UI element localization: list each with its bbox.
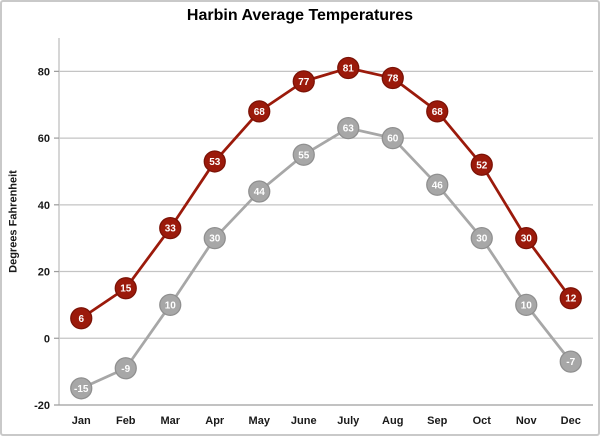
red-series-marker (248, 100, 271, 123)
red-series-line (80, 66, 572, 320)
red-series-marker (114, 277, 137, 300)
red-series-marker-label: 68 (254, 107, 266, 118)
y-tick-label: 80 (38, 66, 50, 78)
red-series-marker-label: 68 (432, 107, 444, 118)
chart-title: Harbin Average Temperatures (186, 7, 414, 24)
gray-series-marker-label: 30 (209, 234, 221, 245)
gray-series-marker (114, 357, 137, 380)
gray-series-marker-label: -7 (566, 357, 575, 368)
gray-series-marker-label: 63 (343, 124, 355, 135)
red-series-marker-label: 6 (78, 314, 84, 325)
y-tick-label: 40 (38, 200, 50, 212)
red-series-marker-label: 77 (298, 77, 310, 88)
x-tick-label: Oct (473, 415, 492, 427)
x-tick-label: Nov (516, 415, 538, 427)
red-series-marker-label: 33 (165, 224, 177, 235)
gray-series-marker (292, 143, 315, 166)
gray-series-marker-label: 44 (254, 187, 266, 198)
gray-series-marker (159, 293, 182, 317)
gray-series-marker (70, 377, 93, 400)
x-tick-label: Apr (205, 415, 225, 427)
red-series-marker-label: 78 (387, 74, 399, 85)
gray-series-marker (337, 116, 360, 140)
x-tick-label: Jan (72, 415, 91, 427)
red-series-marker (559, 287, 582, 310)
x-tick-label: July (337, 415, 360, 427)
red-series-marker-label: 81 (343, 64, 355, 75)
y-tick-label: 0 (44, 333, 50, 345)
y-tick-label: 60 (38, 133, 50, 145)
gray-series-marker-label: 46 (432, 180, 444, 191)
red-series-marker (70, 307, 93, 330)
gray-series-marker-label: 55 (298, 150, 310, 161)
x-tick-label: Dec (561, 415, 581, 427)
x-tick-label: Sep (427, 415, 447, 427)
red-series-marker-label: 53 (209, 157, 221, 168)
red-series-marker-label: 15 (120, 284, 132, 295)
gray-series-marker (426, 173, 449, 196)
gray-series-marker-label: 10 (165, 300, 177, 311)
red-series-marker-label: 30 (521, 234, 533, 245)
gray-series-marker (515, 293, 538, 317)
x-tick-label: Mar (160, 415, 180, 427)
gray-series-line (80, 126, 572, 390)
x-tick-label: Aug (382, 415, 403, 427)
x-tick-label: May (249, 415, 271, 427)
gray-series-marker (381, 126, 404, 150)
x-tick-label: Feb (116, 415, 136, 427)
gray-series-marker-label: -15 (74, 384, 89, 395)
y-tick-label: -20 (34, 400, 50, 412)
gray-series-marker-label: 60 (387, 134, 399, 145)
gray-series-marker (470, 227, 493, 250)
red-series-marker (159, 217, 182, 240)
red-series-marker (515, 227, 538, 250)
gray-series-marker (248, 180, 271, 203)
red-series-marker (292, 70, 315, 93)
red-series-marker (203, 150, 226, 173)
red-series-marker-label: 52 (476, 160, 488, 171)
gray-series-marker-label: -9 (121, 364, 130, 375)
red-series-marker-label: 12 (565, 294, 577, 305)
red-series-marker (426, 100, 449, 123)
red-series-marker (470, 153, 493, 176)
x-tick-label: June (291, 415, 317, 427)
red-series-marker (337, 56, 360, 80)
gray-series-marker (559, 350, 582, 373)
gray-series-marker-label: 10 (521, 300, 533, 311)
y-tick-label: 20 (38, 267, 50, 279)
gray-series-marker (203, 227, 226, 250)
red-series-marker (381, 66, 404, 90)
gray-series-marker-label: 30 (476, 234, 488, 245)
